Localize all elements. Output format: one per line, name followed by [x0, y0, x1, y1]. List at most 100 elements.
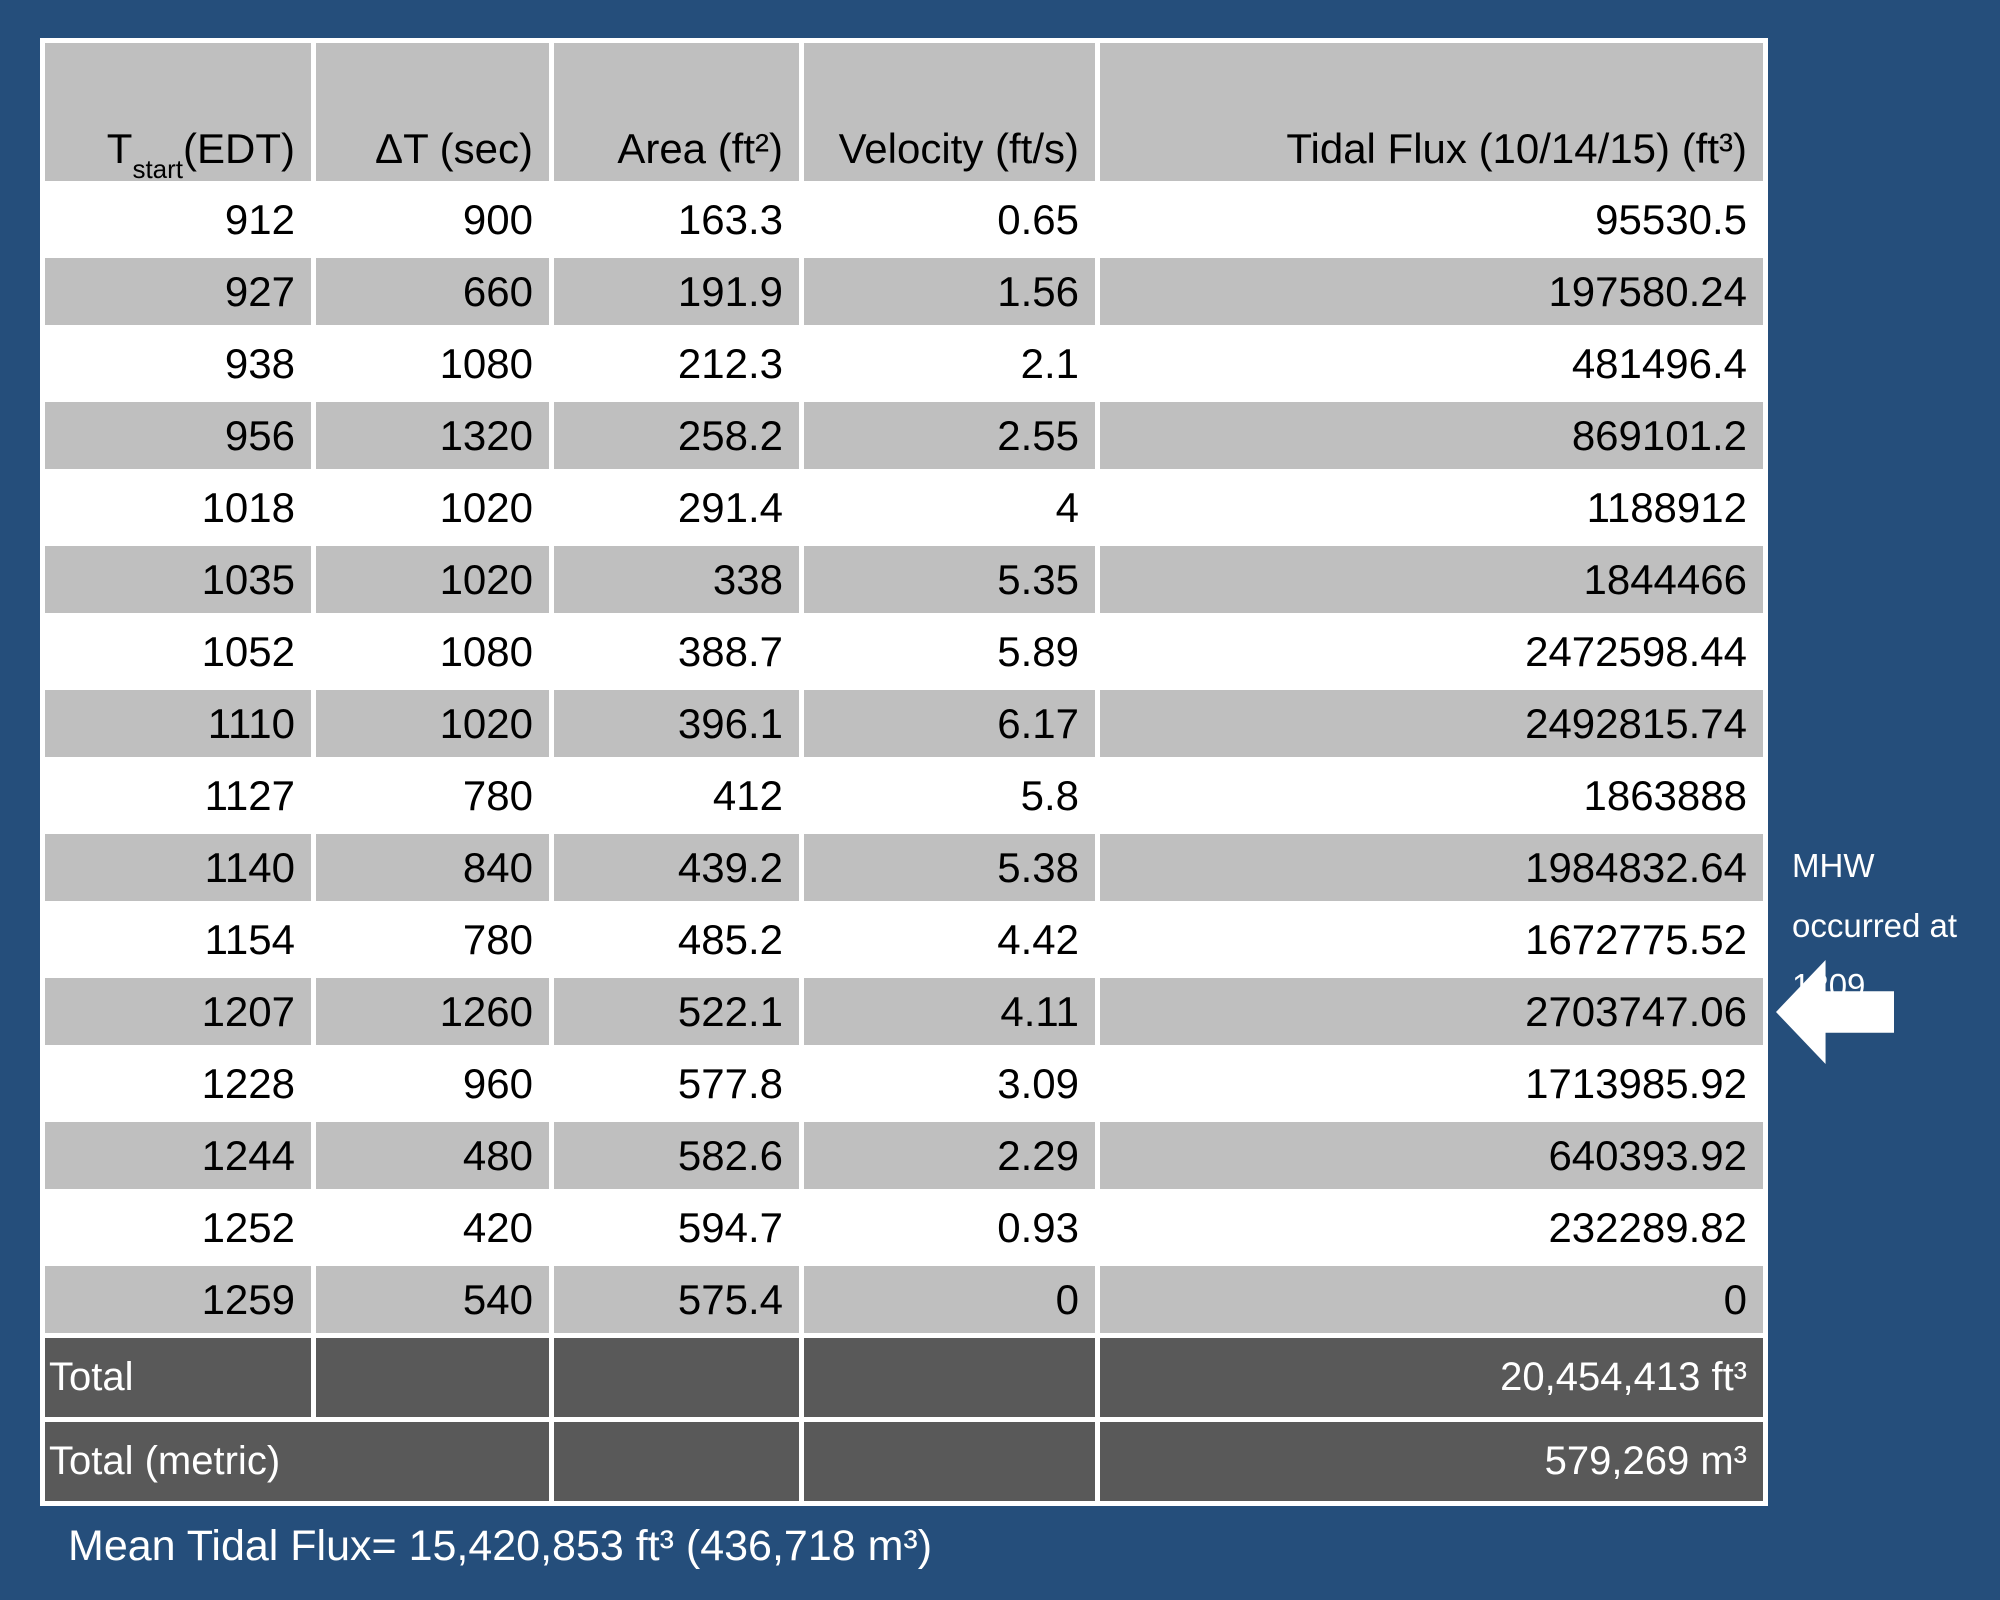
table-cell-row8-velocity: 6.17 — [804, 690, 1095, 757]
table-cell-row16-dt: 540 — [316, 1266, 549, 1333]
table-cell-row2-tstart: 927 — [45, 258, 311, 325]
total-row-empty-velocity — [804, 1338, 1095, 1417]
total-row-empty-area — [554, 1338, 799, 1417]
table-cell-row11-tstart: 1154 — [45, 906, 311, 973]
table-cell-row3-tstart: 938 — [45, 330, 311, 397]
table-cell-row2-flux: 197580.24 — [1100, 258, 1763, 325]
total-row-value: 20,454,413 ft³ — [1100, 1338, 1763, 1417]
mhw-annotation-line2: occurred at — [1792, 907, 1958, 944]
table-cell-row11-velocity: 4.42 — [804, 906, 1095, 973]
table-cell-row5-flux: 1188912 — [1100, 474, 1763, 541]
table-cell-row6-area: 338 — [554, 546, 799, 613]
table-cell-row4-velocity: 2.55 — [804, 402, 1095, 469]
table-cell-row8-flux: 2492815.74 — [1100, 690, 1763, 757]
column-header-delta-t: ΔT (sec) — [316, 43, 549, 181]
table-cell-row13-flux: 1713985.92 — [1100, 1050, 1763, 1117]
table-cell-row15-dt: 420 — [316, 1194, 549, 1261]
table-cell-row16-velocity: 0 — [804, 1266, 1095, 1333]
mhw-annotation: MHW occurred at 1209 — [1792, 836, 1957, 1016]
table-cell-row10-flux: 1984832.64 — [1100, 834, 1763, 901]
table-cell-row2-area: 191.9 — [554, 258, 799, 325]
table-cell-row2-velocity: 1.56 — [804, 258, 1095, 325]
table-cell-row7-dt: 1080 — [316, 618, 549, 685]
table-cell-row12-dt: 1260 — [316, 978, 549, 1045]
table-cell-row10-area: 439.2 — [554, 834, 799, 901]
table-cell-row15-tstart: 1252 — [45, 1194, 311, 1261]
table-cell-row14-tstart: 1244 — [45, 1122, 311, 1189]
total-metric-row-label: Total (metric) — [45, 1422, 549, 1501]
table-cell-row9-dt: 780 — [316, 762, 549, 829]
table-cell-row4-area: 258.2 — [554, 402, 799, 469]
total-row-empty-dt — [316, 1338, 549, 1417]
table-cell-row3-velocity: 2.1 — [804, 330, 1095, 397]
table-cell-row15-velocity: 0.93 — [804, 1194, 1095, 1261]
table-cell-row14-dt: 480 — [316, 1122, 549, 1189]
table-cell-row11-area: 485.2 — [554, 906, 799, 973]
table-cell-row6-tstart: 1035 — [45, 546, 311, 613]
table-cell-row11-flux: 1672775.52 — [1100, 906, 1763, 973]
mean-tidal-flux-text: Mean Tidal Flux= 15,420,853 ft³ (436,718… — [68, 1522, 933, 1570]
table-cell-row1-tstart: 912 — [45, 186, 311, 253]
mhw-annotation-line1: MHW — [1792, 847, 1875, 884]
table-cell-row9-area: 412 — [554, 762, 799, 829]
table-cell-row16-tstart: 1259 — [45, 1266, 311, 1333]
table-cell-row8-area: 396.1 — [554, 690, 799, 757]
table-cell-row4-dt: 1320 — [316, 402, 549, 469]
table-cell-row14-velocity: 2.29 — [804, 1122, 1095, 1189]
table-cell-row13-dt: 960 — [316, 1050, 549, 1117]
table-cell-row9-tstart: 1127 — [45, 762, 311, 829]
table-cell-row13-area: 577.8 — [554, 1050, 799, 1117]
table-cell-row1-dt: 900 — [316, 186, 549, 253]
table-cell-row15-area: 594.7 — [554, 1194, 799, 1261]
table-cell-row12-velocity: 4.11 — [804, 978, 1095, 1045]
table-cell-row6-dt: 1020 — [316, 546, 549, 613]
column-header-velocity: Velocity (ft/s) — [804, 43, 1095, 181]
table-cell-row7-velocity: 5.89 — [804, 618, 1095, 685]
tstart-suffix: (EDT) — [183, 125, 295, 172]
table-cell-row3-area: 212.3 — [554, 330, 799, 397]
table-cell-row8-dt: 1020 — [316, 690, 549, 757]
table-cell-row13-tstart: 1228 — [45, 1050, 311, 1117]
table-cell-row5-area: 291.4 — [554, 474, 799, 541]
column-header-tidal-flux: Tidal Flux (10/14/15) (ft³) — [1100, 43, 1763, 181]
table-cell-row14-flux: 640393.92 — [1100, 1122, 1763, 1189]
table-cell-row12-flux: 2703747.06 — [1100, 978, 1763, 1045]
table-cell-row6-velocity: 5.35 — [804, 546, 1095, 613]
table-cell-row4-flux: 869101.2 — [1100, 402, 1763, 469]
table-cell-row5-dt: 1020 — [316, 474, 549, 541]
table-cell-row10-dt: 840 — [316, 834, 549, 901]
table-cell-row12-area: 522.1 — [554, 978, 799, 1045]
table-cell-row10-tstart: 1140 — [45, 834, 311, 901]
table-cell-row1-velocity: 0.65 — [804, 186, 1095, 253]
column-header-area: Area (ft²) — [554, 43, 799, 181]
table-cell-row5-tstart: 1018 — [45, 474, 311, 541]
table-cell-row8-tstart: 1110 — [45, 690, 311, 757]
table-cell-row7-tstart: 1052 — [45, 618, 311, 685]
table-cell-row2-dt: 660 — [316, 258, 549, 325]
tstart-prefix: T — [106, 125, 133, 172]
table-cell-row14-area: 582.6 — [554, 1122, 799, 1189]
table-cell-row16-area: 575.4 — [554, 1266, 799, 1333]
table-cell-row9-velocity: 5.8 — [804, 762, 1095, 829]
total-metric-row-empty-area — [554, 1422, 799, 1501]
table-cell-row13-velocity: 3.09 — [804, 1050, 1095, 1117]
table-cell-row1-flux: 95530.5 — [1100, 186, 1763, 253]
table-cell-row6-flux: 1844466 — [1100, 546, 1763, 613]
table-cell-row4-tstart: 956 — [45, 402, 311, 469]
table-cell-row10-velocity: 5.38 — [804, 834, 1095, 901]
table-cell-row7-area: 388.7 — [554, 618, 799, 685]
table-cell-row3-flux: 481496.4 — [1100, 330, 1763, 397]
tstart-subscript: start — [132, 154, 184, 184]
total-metric-row-empty-velocity — [804, 1422, 1095, 1501]
table-cell-row5-velocity: 4 — [804, 474, 1095, 541]
table-cell-row15-flux: 232289.82 — [1100, 1194, 1763, 1261]
table-cell-row1-area: 163.3 — [554, 186, 799, 253]
total-metric-row-value: 579,269 m³ — [1100, 1422, 1763, 1501]
table-cell-row3-dt: 1080 — [316, 330, 549, 397]
table-cell-row11-dt: 780 — [316, 906, 549, 973]
table-cell-row7-flux: 2472598.44 — [1100, 618, 1763, 685]
table-cell-row16-flux: 0 — [1100, 1266, 1763, 1333]
table-cell-row9-flux: 1863888 — [1100, 762, 1763, 829]
